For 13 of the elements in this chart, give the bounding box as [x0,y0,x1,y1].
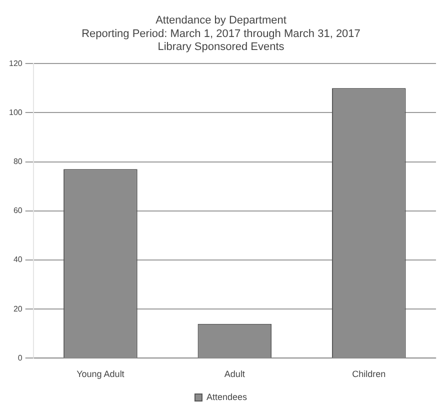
y-tick-label: 0 [18,353,23,362]
chart-subtitle: Reporting Period: March 1, 2017 through March 31, 2017 Library Sponsored Events [82,28,360,54]
y-tick-label: 120 [8,58,23,68]
y-tick-label: 40 [13,255,23,264]
y-tick-label: 80 [13,157,23,166]
x-tick-label: Adult [224,369,246,380]
y-tick-label: 20 [13,304,23,314]
y-tick-label: 100 [8,108,23,117]
x-tick-label: Young Adult [76,369,125,380]
x-tick-label: Children [352,369,386,380]
legend-label: Attendees [206,392,248,402]
y-tick-label: 60 [13,206,23,216]
chart-title: Attendance by Department [156,14,286,27]
